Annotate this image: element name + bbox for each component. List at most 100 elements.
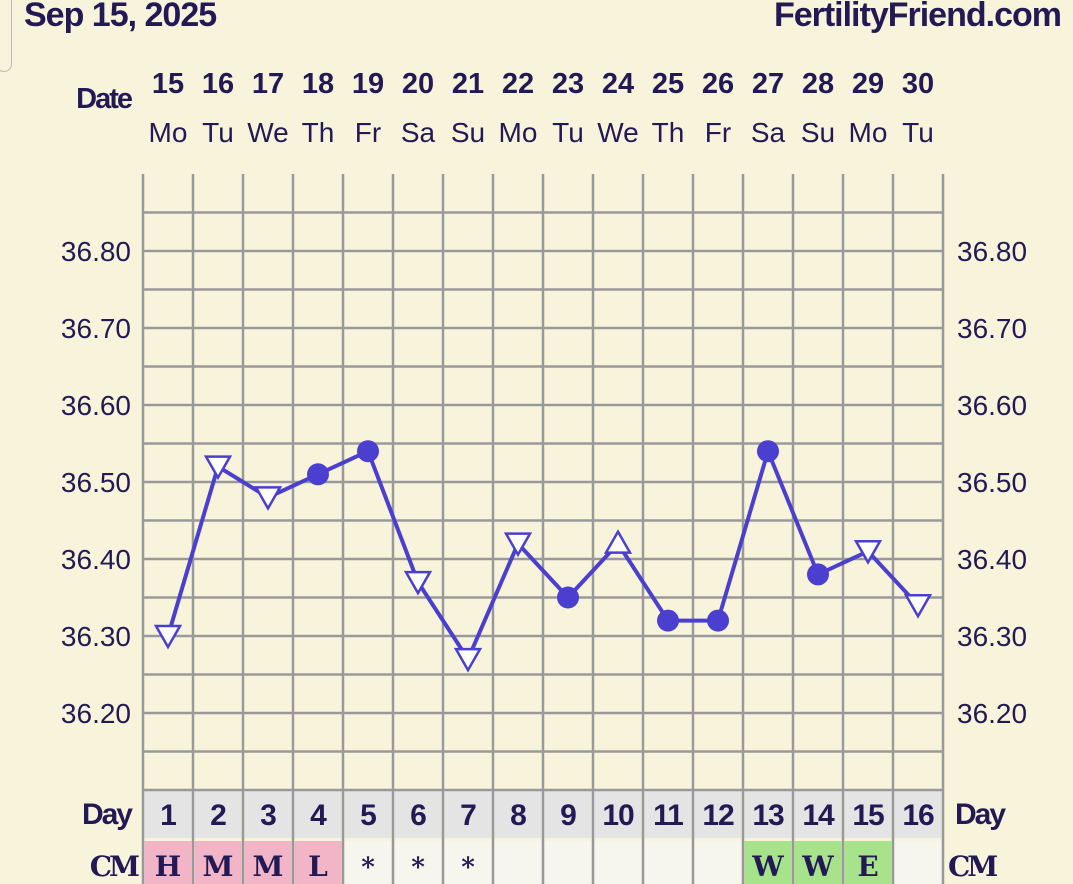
- weekday-label: Tu: [202, 117, 234, 148]
- date-number: 18: [302, 68, 334, 100]
- date-number: 21: [452, 68, 484, 100]
- date-number: 22: [502, 68, 534, 100]
- day-number: 12: [702, 799, 734, 832]
- date-number: 17: [252, 68, 284, 100]
- weekday-label: Tu: [552, 117, 584, 148]
- y-tick-right: 36.20: [957, 698, 1027, 729]
- window-frame: [0, 0, 12, 72]
- weekday-label: Sa: [401, 117, 436, 148]
- temp-point-filled: [307, 463, 329, 486]
- weekday-label: Mo: [499, 117, 538, 148]
- cm-value: M: [253, 850, 284, 883]
- cm-row-label-right: CM: [948, 850, 997, 883]
- weekday-label: Mo: [849, 117, 888, 148]
- day-number: 3: [260, 799, 276, 832]
- date-number: 15: [152, 68, 184, 100]
- day-number: 13: [752, 799, 784, 832]
- cm-value: M: [203, 850, 234, 883]
- day-number: 11: [653, 799, 683, 832]
- day-cell: [244, 791, 292, 838]
- temp-point-filled: [757, 440, 779, 463]
- date-number: 29: [852, 68, 884, 100]
- weekday-label: Fr: [705, 117, 731, 148]
- weekday-label: Fr: [355, 117, 381, 148]
- temperature-line: [166, 449, 920, 662]
- day-number: 6: [410, 799, 426, 832]
- day-cell: [694, 791, 742, 838]
- date-number: 28: [802, 68, 834, 100]
- day-number: 14: [802, 799, 835, 832]
- date-number: 25: [652, 68, 684, 100]
- day-row-label-left: Day: [82, 798, 133, 831]
- y-tick-left: 36.50: [61, 467, 131, 498]
- day-cell: [544, 791, 592, 838]
- day-cell: [594, 791, 642, 838]
- temp-point-filled: [807, 563, 829, 586]
- temp-point-open-down: [153, 624, 183, 650]
- y-tick-right: 36.70: [957, 313, 1027, 344]
- weekday-label: We: [597, 117, 639, 148]
- temp-point-open-down: [453, 647, 483, 673]
- weekday-label: Mo: [149, 117, 188, 148]
- cm-cell: [844, 841, 892, 884]
- cm-cell: [644, 841, 692, 884]
- day-cell: [744, 791, 792, 838]
- y-tick-left: 36.40: [61, 544, 131, 575]
- weekday-label: Sa: [751, 117, 786, 148]
- date-number: 16: [202, 68, 234, 100]
- temp-point-filled: [657, 609, 679, 632]
- day-number: 9: [560, 799, 576, 832]
- cm-value: *: [461, 853, 475, 883]
- date-number: 26: [702, 68, 734, 100]
- day-cell: [494, 791, 542, 838]
- date-row-label: Date: [76, 83, 133, 115]
- y-tick-left: 36.70: [61, 313, 131, 344]
- cm-cell: [194, 841, 242, 884]
- y-tick-left: 36.60: [61, 390, 131, 421]
- day-cell: [644, 791, 692, 838]
- date-number: 23: [552, 68, 584, 100]
- day-number: 15: [852, 799, 884, 832]
- y-tick-left: 36.30: [61, 621, 131, 652]
- weekday-label: We: [247, 117, 289, 148]
- day-cell: [444, 791, 492, 838]
- y-tick-right: 36.40: [957, 544, 1027, 575]
- cm-value: W: [801, 850, 834, 883]
- cm-cell: [444, 841, 492, 884]
- temp-point-filled: [557, 586, 579, 609]
- temp-point-open-down: [503, 532, 533, 558]
- day-number: 2: [210, 799, 226, 832]
- day-cell: [844, 791, 892, 838]
- weekday-label: Th: [652, 117, 685, 148]
- cm-value: *: [411, 853, 425, 883]
- cm-cell: [594, 841, 642, 884]
- cm-cell: [144, 841, 192, 884]
- day-number: 16: [902, 799, 934, 832]
- y-tick-right: 36.80: [957, 236, 1027, 267]
- cm-cell: [494, 841, 542, 884]
- cm-value: H: [155, 850, 181, 883]
- temp-point-open-up: [603, 529, 633, 554]
- day-number: 10: [602, 799, 634, 832]
- day-cell: [894, 791, 942, 838]
- cm-value: W: [751, 850, 784, 883]
- day-cell: [344, 791, 392, 838]
- weekday-label: Th: [302, 117, 335, 148]
- cm-cell: [894, 841, 942, 884]
- date-number: 24: [602, 68, 634, 100]
- weekday-label: Tu: [902, 117, 934, 148]
- y-tick-right: 36.30: [957, 621, 1027, 652]
- day-number: 8: [510, 799, 526, 832]
- cm-cell: [694, 841, 742, 884]
- y-tick-right: 36.60: [957, 390, 1027, 421]
- day-number: 4: [310, 799, 327, 832]
- temp-point-open-down: [403, 570, 433, 596]
- site-name: FertilityFriend.com: [773, 0, 1062, 34]
- cm-cell: [344, 841, 392, 884]
- y-tick-right: 36.50: [957, 467, 1027, 498]
- cm-cell: [244, 841, 292, 884]
- cm-value: L: [308, 850, 328, 883]
- day-row-label-right: Day: [955, 798, 1006, 831]
- temp-point-open-down: [253, 486, 283, 511]
